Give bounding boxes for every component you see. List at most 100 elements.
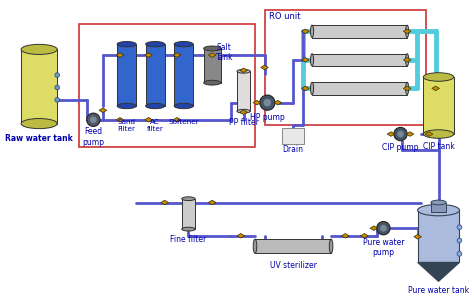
Polygon shape (403, 58, 411, 62)
Polygon shape (274, 100, 282, 105)
Polygon shape (403, 29, 411, 34)
Ellipse shape (117, 103, 136, 109)
Polygon shape (342, 234, 349, 238)
Bar (79, 24, 255, 147)
Polygon shape (173, 117, 181, 122)
Ellipse shape (423, 73, 454, 81)
Bar (182, 199, 195, 229)
Polygon shape (116, 53, 124, 58)
Polygon shape (145, 117, 152, 122)
Circle shape (457, 225, 462, 229)
Text: CIP tank: CIP tank (423, 142, 455, 151)
Ellipse shape (174, 103, 193, 109)
Polygon shape (414, 235, 421, 239)
Ellipse shape (21, 44, 57, 55)
Ellipse shape (406, 54, 409, 66)
Circle shape (397, 131, 404, 137)
Circle shape (457, 252, 462, 256)
Polygon shape (209, 53, 216, 58)
Ellipse shape (418, 204, 459, 216)
Circle shape (55, 85, 60, 90)
Polygon shape (301, 29, 309, 34)
Polygon shape (432, 86, 439, 91)
Text: Feed
pump: Feed pump (82, 127, 104, 147)
Polygon shape (116, 117, 124, 122)
Ellipse shape (423, 130, 454, 138)
Polygon shape (161, 200, 168, 205)
Ellipse shape (237, 109, 250, 113)
Text: UV sterilizer: UV sterilizer (270, 260, 317, 269)
Ellipse shape (204, 80, 221, 85)
Circle shape (264, 99, 271, 106)
Bar (312, 82, 407, 94)
Polygon shape (145, 53, 152, 58)
Polygon shape (253, 100, 261, 105)
Bar (418, 210, 459, 263)
Ellipse shape (174, 41, 193, 47)
Bar (312, 54, 407, 66)
Polygon shape (403, 86, 411, 91)
Polygon shape (387, 132, 395, 136)
Polygon shape (406, 132, 414, 136)
Circle shape (377, 221, 390, 235)
Ellipse shape (253, 239, 257, 253)
Circle shape (394, 127, 407, 141)
Ellipse shape (431, 200, 446, 205)
Text: HP pump: HP pump (250, 113, 285, 122)
Polygon shape (301, 86, 309, 91)
Polygon shape (99, 108, 107, 113)
Bar (117, 44, 136, 106)
Circle shape (457, 238, 462, 243)
Ellipse shape (310, 82, 314, 94)
Bar (255, 239, 331, 253)
Ellipse shape (329, 239, 333, 253)
Ellipse shape (406, 25, 409, 38)
Text: Softener: Softener (168, 119, 199, 125)
Polygon shape (425, 132, 433, 136)
Text: Drain: Drain (283, 145, 303, 154)
Ellipse shape (117, 41, 136, 47)
Bar (146, 44, 164, 106)
Bar (282, 128, 304, 144)
Text: Pure water
pump: Pure water pump (363, 238, 404, 257)
Circle shape (90, 117, 97, 123)
Polygon shape (237, 234, 245, 238)
Circle shape (55, 97, 60, 102)
Circle shape (55, 73, 60, 77)
Ellipse shape (182, 197, 195, 201)
Bar (264, 10, 426, 125)
Ellipse shape (204, 46, 221, 51)
Text: AC
filter: AC filter (147, 119, 164, 132)
Text: CIP pump: CIP pump (382, 143, 419, 152)
Ellipse shape (310, 25, 314, 38)
Ellipse shape (406, 82, 409, 94)
Polygon shape (240, 110, 247, 114)
Text: Sand
Filter: Sand Filter (118, 119, 136, 132)
Polygon shape (418, 263, 459, 281)
Polygon shape (173, 53, 181, 58)
Circle shape (380, 225, 387, 232)
Circle shape (260, 95, 275, 110)
Polygon shape (301, 58, 309, 62)
Bar (204, 49, 221, 83)
Polygon shape (261, 65, 268, 70)
Polygon shape (361, 234, 368, 238)
Bar (21, 49, 57, 124)
Bar (312, 25, 407, 38)
Bar (431, 203, 446, 212)
Bar (237, 71, 250, 111)
Text: Pure water tank: Pure water tank (408, 286, 469, 295)
Text: Raw water tank: Raw water tank (5, 134, 73, 143)
Ellipse shape (182, 227, 195, 231)
Ellipse shape (21, 119, 57, 129)
Ellipse shape (146, 41, 164, 47)
Polygon shape (370, 226, 378, 230)
Text: PP filter: PP filter (228, 118, 258, 127)
Polygon shape (240, 68, 247, 73)
Bar (174, 44, 193, 106)
Ellipse shape (146, 103, 164, 109)
Text: RO unit: RO unit (269, 12, 301, 21)
Bar (423, 77, 454, 134)
Circle shape (87, 113, 100, 126)
Ellipse shape (310, 54, 314, 66)
